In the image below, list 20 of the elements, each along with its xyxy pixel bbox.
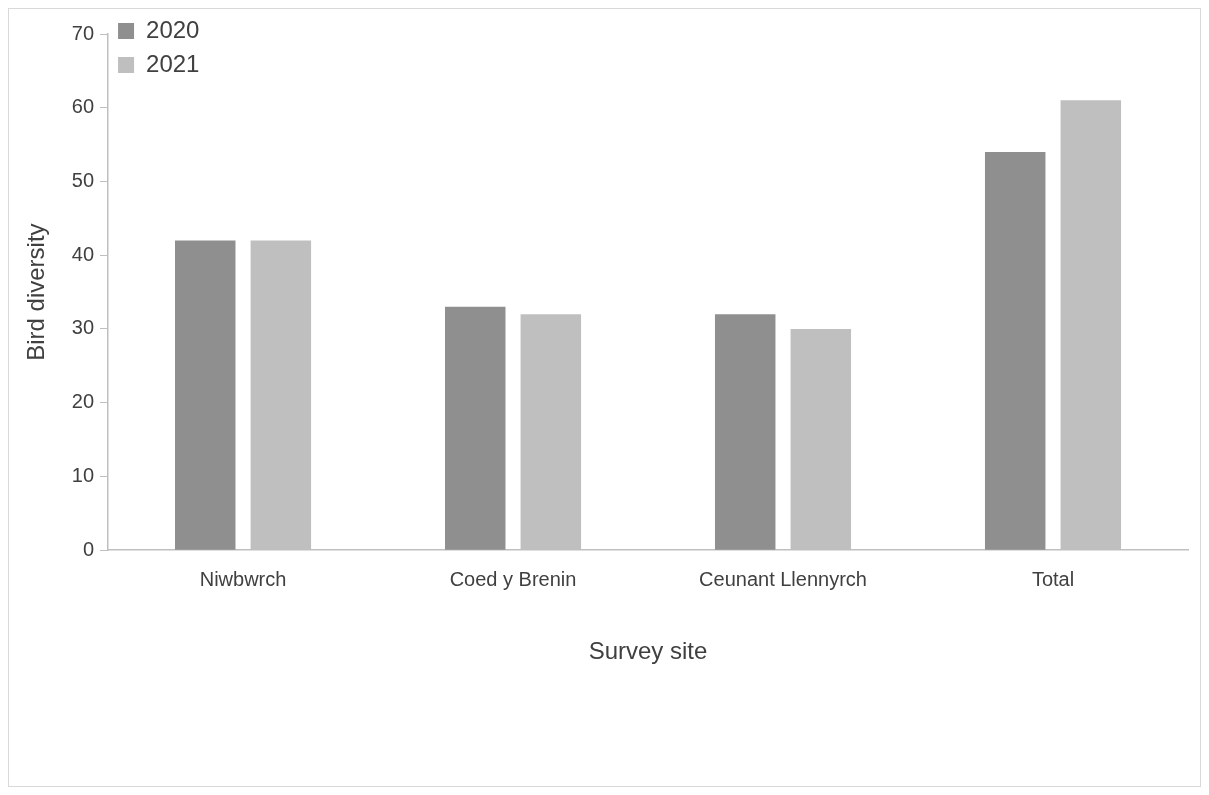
y-tick-label: 50	[71, 169, 95, 191]
y-tick-label: 10	[71, 463, 95, 486]
y-tick-label: 60	[71, 95, 95, 118]
bar	[175, 240, 236, 550]
bar	[444, 306, 506, 550]
y-tick-label: 30	[71, 316, 95, 339]
legend-label: 2021	[146, 49, 200, 77]
bar	[714, 314, 776, 550]
y-tick-label: 40	[71, 242, 95, 265]
x-tick-label: Niwbwrch	[199, 567, 287, 590]
y-tick-label: 0	[82, 537, 95, 560]
y-axis-title: Bird diversity	[22, 223, 50, 361]
x-tick-label: Coed y Brenin	[449, 567, 577, 590]
y-tick-label: 70	[71, 21, 95, 44]
x-axis-title: Survey site	[588, 637, 708, 665]
x-tick-label: Total	[1031, 567, 1075, 590]
x-tick-label: Ceunant Llennyrch	[699, 567, 867, 590]
legend-label: 2020	[146, 15, 200, 43]
bar	[984, 151, 1046, 550]
y-tick-label: 20	[71, 390, 95, 413]
